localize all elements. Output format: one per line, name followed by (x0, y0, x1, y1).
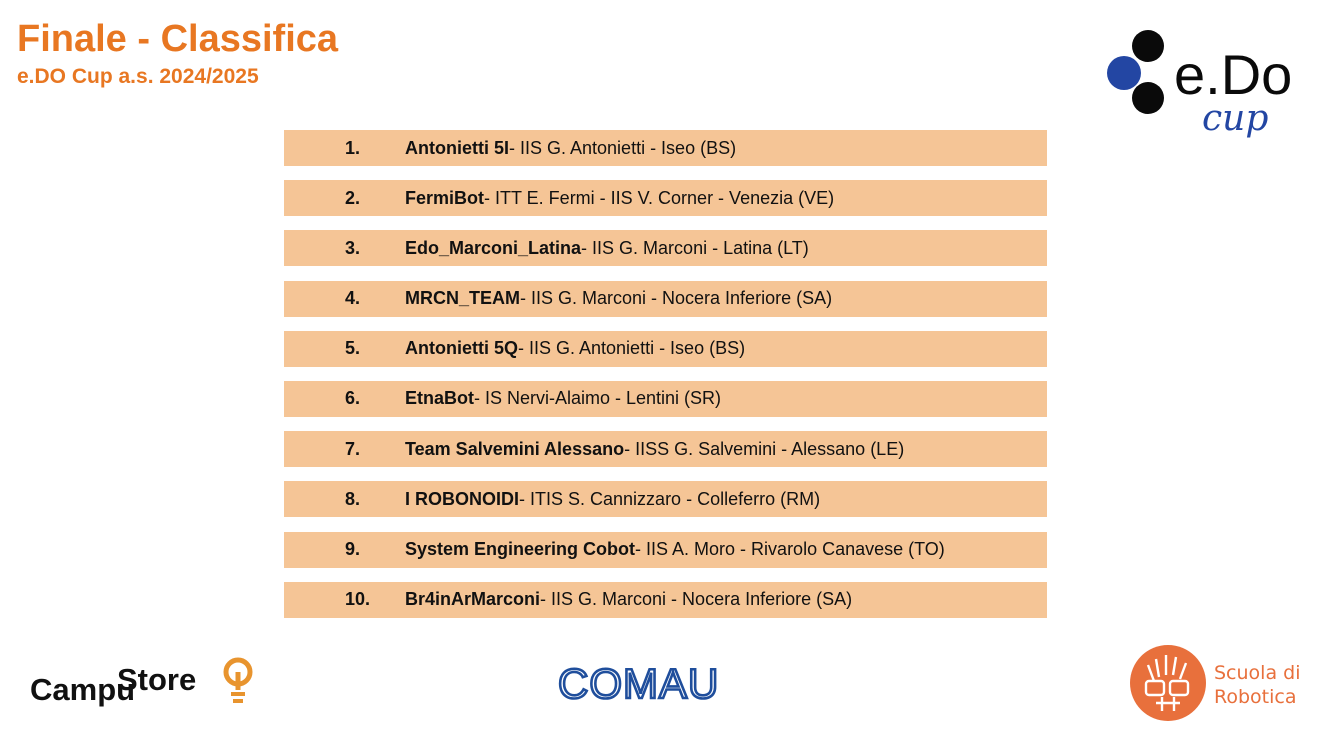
team-name: Br4inArMarconi (405, 589, 541, 610)
team-school: - IS Nervi-Alaimo - Lentini (SR) (474, 388, 722, 409)
team-school: - IIS G. Marconi - Nocera Inferiore (SA) (520, 288, 833, 309)
team-school: - ITIS S. Cannizzaro - Colleferro (RM) (519, 488, 821, 509)
edo-logo-text: e.Do (1174, 43, 1292, 106)
page-subtitle: e.DO Cup a.s. 2024/2025 (17, 65, 259, 88)
team-name: Edo_Marconi_Latina (405, 237, 582, 258)
ranking-row: 6. EtnaBot - IS Nervi-Alaimo - Lentini (S… (284, 380, 1047, 417)
ranking-row: 3. Edo_Marconi_Latina - IIS G. Marconi - … (284, 230, 1047, 267)
team-name: System Engineering Cobot (405, 539, 636, 559)
page-title: Finale - Classifica (17, 18, 339, 60)
team-name: FermiBot (405, 187, 485, 208)
team-school: - IIS A. Moro - Rivarolo Canavese (TO) (635, 539, 945, 559)
comau-logo: COMAU (557, 660, 720, 706)
team-name: Team Salvemini Alessano (405, 438, 625, 459)
ranking-row: 8. I ROBONOIDI - ITIS S. Cannizzaro - Col… (284, 481, 1047, 518)
ranking-row: 4. MRCN_TEAM - IIS G. Marconi - Nocera In… (284, 280, 1047, 317)
team-name: I ROBONOIDI (405, 488, 520, 509)
edo-cup-logo: e.Do cup (1107, 30, 1292, 139)
team-school: - IIS G. Marconi - Nocera Inferiore (SA) (540, 589, 853, 610)
team-name: EtnaBot (405, 388, 474, 409)
team-name: Antonietti 5Q (405, 338, 518, 359)
ranking-row: 1. Antonietti 5I - IIS G. Antonietti - Is… (284, 130, 1047, 166)
rank-number: 6. (345, 388, 361, 409)
ranking-row: 9. System Engineering Cobot - IIS A. Moro… (284, 531, 1047, 568)
ranking-row: 10. Br4inArMarconi - IIS G. Marconi - Noc… (284, 581, 1047, 618)
ranking-row: 7. Team Salvemini Alessano - IISS G. Salv… (284, 431, 1047, 468)
ranking-row: 2. FermiBot - ITT E. Fermi - IIS V. Corne… (284, 180, 1047, 217)
team-school: - ITT E. Fermi - IIS V. Corner - Venezia… (484, 187, 835, 208)
rank-number: 7. (345, 438, 361, 459)
rank-number: 8. (345, 488, 361, 509)
ranking-list: 1. Antonietti 5I - IIS G. Antonietti - Is… (284, 130, 1047, 632)
scuola-di-robotica-logo: Scuola di Robotica (1130, 645, 1300, 721)
team-school: - IISS G. Salvemini - Alessano (LE) (624, 438, 905, 459)
team-school: - IIS G. Marconi - Latina (LT) (581, 237, 809, 258)
team-school: - IIS G. Antonietti - Iseo (BS) (518, 338, 746, 359)
edo-blue-dot-icon (1107, 56, 1141, 90)
scuola-logo-line1: Scuola di (1214, 662, 1300, 684)
campustore-text-part2: Store (117, 662, 196, 697)
ranking-row: 5. Antonietti 5Q - IIS G. Antonietti - Is… (284, 330, 1047, 367)
team-name: MRCN_TEAM (405, 288, 520, 309)
rank-number: 9. (345, 539, 361, 559)
team-school: - IIS G. Antonietti - Iseo (BS) (509, 137, 737, 158)
comau-logo-text: COMAU (558, 660, 719, 706)
edo-logo-cup-text: cup (1202, 98, 1268, 139)
rank-number: 10. (345, 589, 371, 610)
lightbulb-icon (223, 657, 253, 703)
edo-black-dot-top-icon (1132, 30, 1164, 62)
rank-number: 5. (345, 338, 361, 359)
team-name: Antonietti 5I (405, 137, 509, 158)
edo-black-dot-bottom-icon (1132, 82, 1164, 114)
scuola-logo-line2: Robotica (1214, 686, 1296, 708)
rank-number: 4. (345, 288, 361, 309)
robot-face-icon (1130, 645, 1206, 721)
campustore-text-part1: Campu (30, 672, 135, 707)
rank-number: 1. (345, 137, 361, 158)
campustore-logo: Campu Store (30, 657, 253, 707)
rank-number: 2. (345, 187, 361, 208)
rank-number: 3. (345, 237, 361, 258)
